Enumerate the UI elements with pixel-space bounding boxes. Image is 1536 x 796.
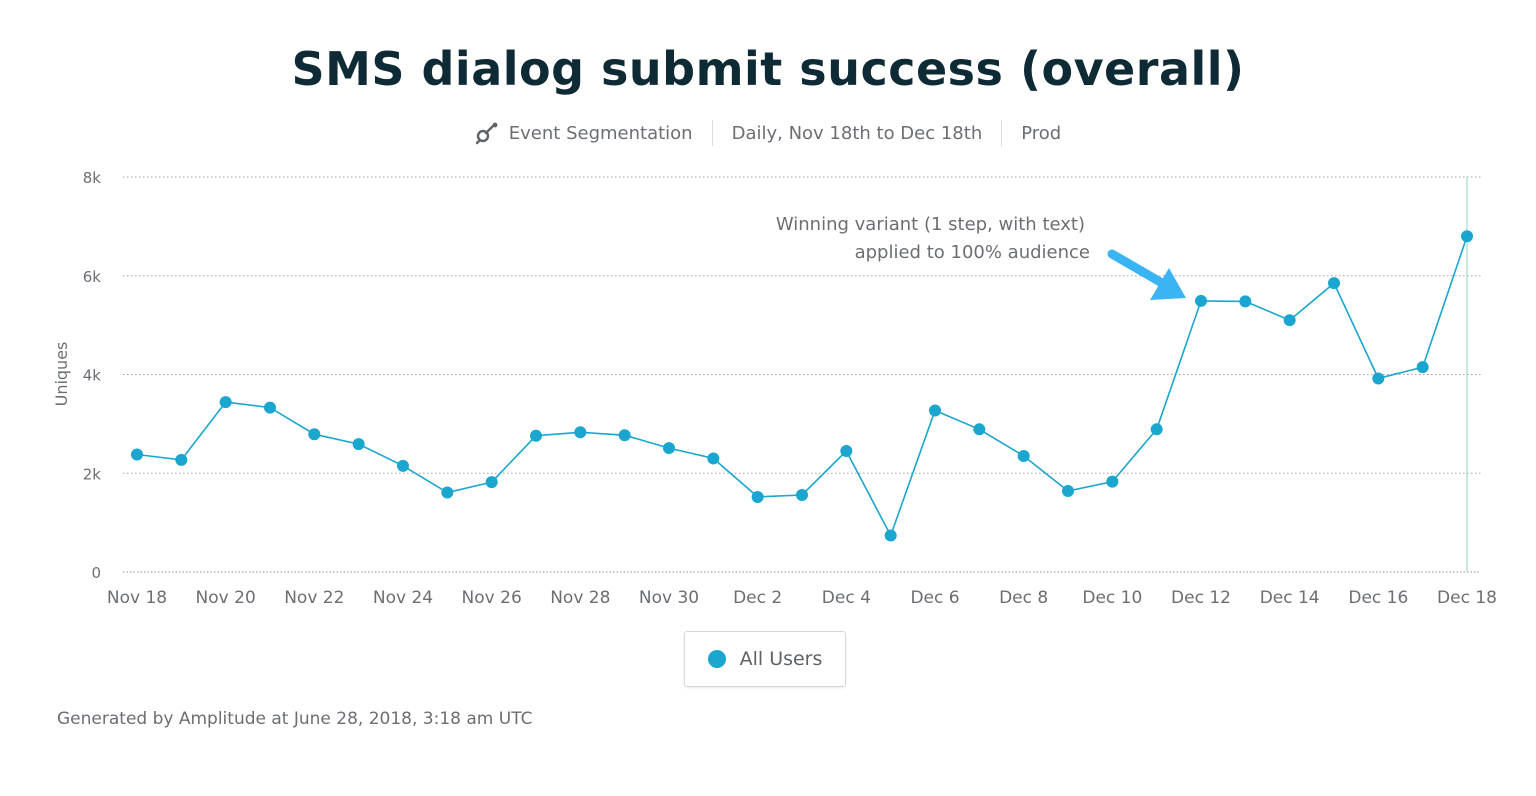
annotation-line-1: Winning variant (1 step, with text) <box>776 214 1085 235</box>
legend-label: All Users <box>739 648 823 670</box>
x-tick-label: Dec 8 <box>999 588 1048 608</box>
data-point[interactable] <box>1328 277 1340 290</box>
data-point[interactable] <box>1062 485 1074 498</box>
data-point[interactable] <box>1195 294 1207 307</box>
grid-lines <box>123 176 1481 573</box>
data-point[interactable] <box>530 429 542 442</box>
data-point[interactable] <box>840 445 853 458</box>
x-tick-label: Dec 18 <box>1437 588 1497 608</box>
x-tick-label: Dec 12 <box>1171 588 1231 608</box>
x-tick-label: Nov 24 <box>373 588 433 608</box>
y-tick-label: 0 <box>91 564 101 582</box>
data-point[interactable] <box>1283 314 1296 327</box>
x-tick-label: Dec 6 <box>910 588 959 608</box>
x-tick-label: Dec 10 <box>1082 588 1142 608</box>
data-point[interactable] <box>1106 475 1119 488</box>
data-point[interactable] <box>973 423 986 436</box>
chart-meta-bar: Event Segmentation Daily, Nov 18th to De… <box>0 120 1536 146</box>
environment-label[interactable]: Prod <box>1021 122 1062 144</box>
y-tick-label: 4k <box>83 367 102 385</box>
segmentation-label: Event Segmentation <box>508 122 693 144</box>
data-point[interactable] <box>1017 449 1030 462</box>
data-point[interactable] <box>308 428 321 441</box>
y-tick-label: 2k <box>83 465 102 483</box>
data-point[interactable] <box>264 401 276 414</box>
x-tick-label: Nov 30 <box>639 588 699 608</box>
chart-title: SMS dialog submit success (overall) <box>291 42 1245 96</box>
segmentation-type[interactable]: Event Segmentation <box>475 121 693 145</box>
y-tick-label: 8k <box>83 169 102 187</box>
legend-item-all-users[interactable]: All Users <box>684 631 846 687</box>
data-point[interactable] <box>397 459 409 472</box>
annotation: Winning variant (1 step, with text) appl… <box>776 214 1186 300</box>
meta-divider <box>711 120 713 146</box>
data-point[interactable] <box>1239 295 1252 308</box>
event-segmentation-icon <box>475 122 498 145</box>
data-point[interactable] <box>707 452 720 465</box>
data-point[interactable] <box>441 486 454 499</box>
x-tick-label: Dec 4 <box>822 588 871 608</box>
series-points <box>131 230 1473 542</box>
y-axis-ticks: 0 2k 4k 6k 8k <box>83 169 102 582</box>
x-tick-label: Nov 26 <box>462 588 522 608</box>
x-tick-label: Dec 14 <box>1260 588 1320 608</box>
legend-dot-icon <box>707 650 726 668</box>
data-point[interactable] <box>751 490 764 503</box>
x-tick-label: Nov 20 <box>196 588 256 608</box>
x-axis-ticks: Nov 18 Nov 20 Nov 22 Nov 24 Nov 26 Nov 28 Nov … <box>107 588 1497 608</box>
date-range[interactable]: Daily, Nov 18th to Dec 18th <box>731 122 983 144</box>
data-point[interactable] <box>929 404 941 417</box>
x-tick-label: Dec 16 <box>1348 588 1408 608</box>
data-point[interactable] <box>884 529 897 542</box>
data-point[interactable] <box>219 396 232 409</box>
data-point[interactable] <box>663 442 675 455</box>
data-point[interactable] <box>1461 230 1473 243</box>
data-point[interactable] <box>131 448 143 461</box>
y-axis-label: Uniques <box>52 342 71 407</box>
x-tick-label: Nov 18 <box>107 588 167 608</box>
meta-divider <box>1001 120 1003 146</box>
data-point[interactable] <box>1416 361 1429 374</box>
x-tick-label: Nov 22 <box>284 588 344 608</box>
data-point[interactable] <box>618 429 631 442</box>
x-tick-label: Nov 28 <box>550 588 610 608</box>
data-point[interactable] <box>352 438 365 451</box>
data-point[interactable] <box>1372 372 1385 385</box>
data-point[interactable] <box>175 453 188 466</box>
x-tick-label: Dec 2 <box>733 588 782 608</box>
data-point[interactable] <box>574 426 587 439</box>
data-point[interactable] <box>1150 423 1163 436</box>
data-point[interactable] <box>485 476 498 489</box>
annotation-arrow-icon <box>1107 249 1186 300</box>
generated-footer: Generated by Amplitude at June 28, 2018,… <box>57 709 533 729</box>
y-tick-label: 6k <box>83 268 102 286</box>
data-point[interactable] <box>796 488 808 501</box>
annotation-line-2: applied to 100% audience <box>855 242 1090 263</box>
